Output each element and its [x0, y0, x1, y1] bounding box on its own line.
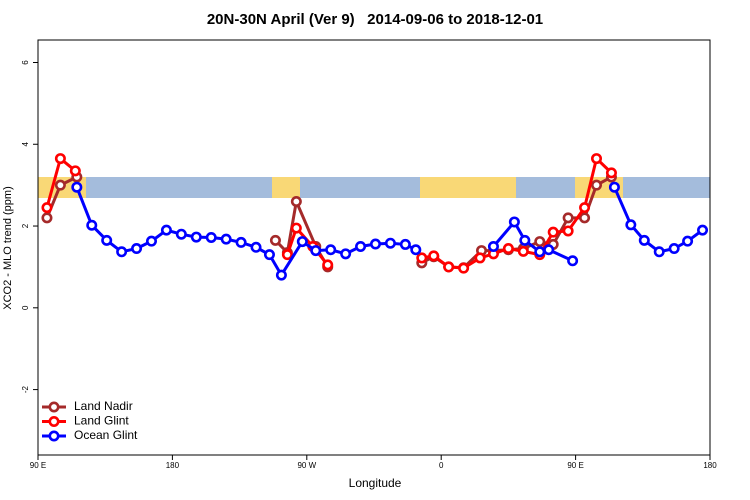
point — [205, 231, 217, 243]
point — [517, 245, 529, 257]
point — [502, 243, 514, 255]
point — [474, 252, 486, 264]
point — [653, 246, 665, 258]
y-tick-label: 2 — [21, 223, 30, 228]
legend-marker — [48, 415, 60, 427]
point — [399, 238, 411, 250]
point — [543, 244, 555, 256]
y-tick-label: 6 — [21, 60, 30, 65]
point — [567, 255, 579, 267]
x-tick-label: 180 — [166, 461, 180, 470]
point — [160, 224, 172, 236]
legend-marker — [48, 401, 60, 413]
x-axis-label: Longitude — [349, 476, 402, 490]
point — [250, 241, 262, 253]
point — [547, 226, 559, 238]
point — [428, 250, 440, 262]
legend-marker — [48, 430, 60, 442]
point — [443, 261, 455, 273]
x-tick-label: 180 — [703, 461, 717, 470]
legend-label: Land Nadir — [74, 399, 133, 413]
point — [54, 153, 66, 165]
x-tick-label: 90 W — [297, 461, 316, 470]
legend-label: Ocean Glint — [74, 428, 138, 442]
point — [355, 240, 367, 252]
point — [458, 262, 470, 274]
y-tick-label: 4 — [21, 141, 30, 146]
point — [131, 243, 143, 255]
point — [579, 202, 591, 214]
point — [340, 248, 352, 260]
point — [290, 222, 302, 234]
chart-title: 20N-30N April (Ver 9) 2014-09-06 to 2018… — [207, 11, 543, 28]
point — [369, 238, 381, 250]
y-tick-label: -2 — [21, 385, 30, 393]
point — [410, 244, 422, 256]
y-tick-label: 0 — [21, 305, 30, 310]
point — [591, 179, 603, 191]
point — [508, 216, 520, 228]
point — [605, 167, 617, 179]
point — [269, 234, 281, 246]
plot-frame — [37, 39, 711, 456]
point — [562, 212, 574, 224]
point — [69, 165, 81, 177]
point — [54, 179, 66, 191]
map-strip — [38, 177, 710, 198]
point — [325, 244, 337, 256]
point — [519, 234, 531, 246]
point — [310, 245, 322, 257]
point — [625, 219, 637, 231]
x-tick-label: 90 E — [567, 461, 583, 470]
point — [71, 181, 83, 193]
x-tick-label: 90 E — [30, 461, 46, 470]
point — [86, 219, 98, 231]
point — [638, 234, 650, 246]
point — [682, 235, 694, 247]
point — [591, 153, 603, 165]
point — [145, 235, 157, 247]
point — [534, 246, 546, 258]
point — [668, 243, 680, 255]
point — [290, 196, 302, 208]
point — [190, 231, 202, 243]
point — [235, 236, 247, 248]
point — [281, 249, 293, 261]
point — [487, 240, 499, 252]
point — [534, 236, 546, 248]
point — [697, 224, 709, 236]
point — [220, 233, 232, 245]
point — [101, 234, 113, 246]
point — [116, 246, 128, 258]
point — [608, 181, 620, 193]
point — [296, 236, 308, 248]
point — [175, 228, 187, 240]
point — [263, 249, 275, 261]
point — [322, 259, 334, 271]
point — [562, 225, 574, 237]
x-tick-label: 0 — [439, 461, 444, 470]
point — [384, 237, 396, 249]
point — [579, 212, 591, 224]
point — [275, 269, 287, 281]
point — [416, 252, 428, 264]
point — [41, 202, 53, 214]
point — [41, 212, 53, 224]
y-axis-label: XCO2 - MLO trend (ppm) — [2, 186, 14, 309]
legend-label: Land Glint — [74, 414, 129, 428]
